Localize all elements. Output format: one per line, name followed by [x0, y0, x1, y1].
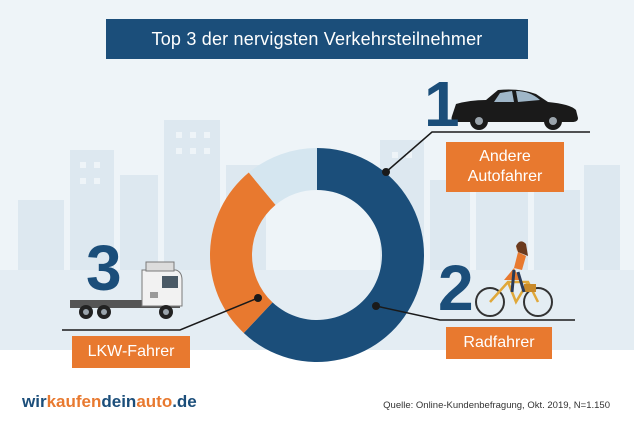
- car-icon: [451, 89, 578, 130]
- leader-line-rank1: [385, 131, 590, 173]
- leader-dot-rank3: [254, 294, 262, 302]
- cyclist-icon: [475, 241, 553, 317]
- leader-line-rank2: [375, 305, 575, 321]
- rank-3-number: 3: [86, 232, 122, 304]
- leader-line-rank3: [62, 297, 259, 331]
- chart-title: Top 3 der nervigsten Verkehrsteilnehmer: [106, 19, 528, 59]
- donut-slice-2: [210, 172, 276, 333]
- rank-2-number: 2: [438, 252, 474, 324]
- rank-1-number: 1: [424, 68, 460, 140]
- label-lkw-fahrer: LKW-Fahrer: [72, 336, 190, 368]
- leader-dot-rank2: [372, 302, 380, 310]
- truck-icon: [70, 261, 183, 319]
- label-radfahrer: Radfahrer: [446, 327, 552, 359]
- brand-logo: wirkaufendeinauto.de: [22, 392, 197, 411]
- label-andere-autofahrer: Andere Autofahrer: [446, 142, 564, 192]
- donut-slice-3: [248, 148, 317, 205]
- leader-dot-rank1: [382, 168, 390, 176]
- label-andere-autofahrer-line1: Andere: [479, 148, 531, 165]
- donut-chart: [210, 148, 424, 362]
- source-note: Quelle: Online-Kundenbefragung, Okt. 201…: [383, 400, 610, 411]
- label-andere-autofahrer-line2: Autofahrer: [467, 168, 543, 185]
